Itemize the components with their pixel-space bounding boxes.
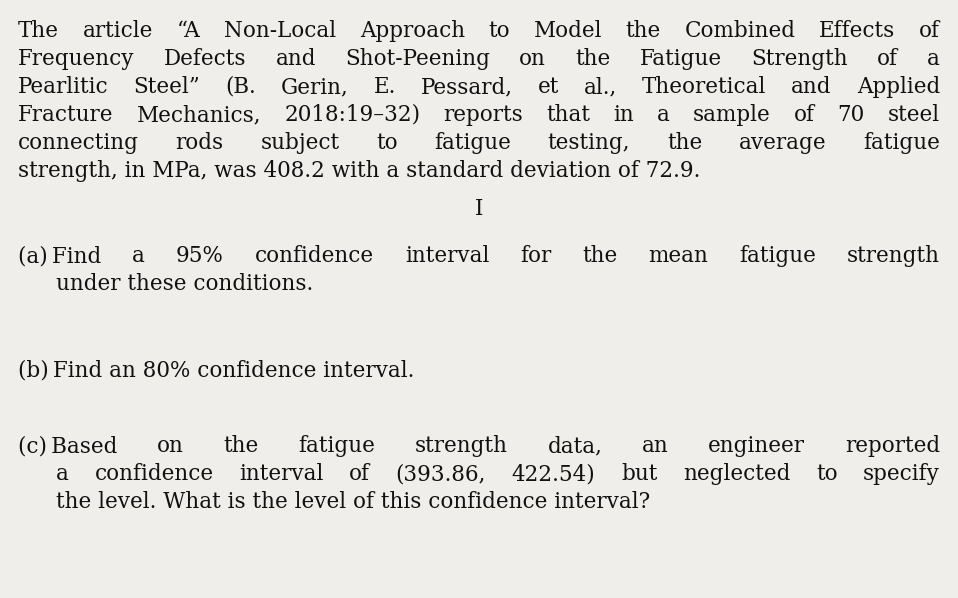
- Text: to: to: [816, 463, 837, 485]
- Text: steel: steel: [888, 104, 940, 126]
- Text: (393.86,: (393.86,: [396, 463, 486, 485]
- Text: (b) Find an 80% confidence interval.: (b) Find an 80% confidence interval.: [18, 360, 415, 382]
- Text: strength: strength: [415, 435, 508, 457]
- Text: neglected: neglected: [683, 463, 790, 485]
- Text: (c) Based: (c) Based: [18, 435, 118, 457]
- Text: sample: sample: [693, 104, 770, 126]
- Text: “A: “A: [176, 20, 200, 42]
- Text: mean: mean: [649, 245, 708, 267]
- Text: reported: reported: [845, 435, 940, 457]
- Text: (a) Find: (a) Find: [18, 245, 102, 267]
- Text: 422.54): 422.54): [512, 463, 596, 485]
- Text: the: the: [667, 132, 702, 154]
- Text: confidence: confidence: [255, 245, 374, 267]
- Text: interval: interval: [405, 245, 490, 267]
- Text: 2018:19–32): 2018:19–32): [285, 104, 421, 126]
- Text: a: a: [132, 245, 145, 267]
- Text: Frequency: Frequency: [18, 48, 134, 70]
- Text: Effects: Effects: [819, 20, 896, 42]
- Text: Applied: Applied: [856, 76, 940, 98]
- Text: of: of: [877, 48, 898, 70]
- Text: a: a: [657, 104, 670, 126]
- Text: for: for: [520, 245, 552, 267]
- Text: on: on: [157, 435, 184, 457]
- Text: rods: rods: [175, 132, 224, 154]
- Text: of: of: [793, 104, 814, 126]
- Text: al.,: al.,: [584, 76, 617, 98]
- Text: The: The: [18, 20, 59, 42]
- Text: fatigue: fatigue: [298, 435, 376, 457]
- Text: to: to: [489, 20, 510, 42]
- Text: 70: 70: [837, 104, 865, 126]
- Text: confidence: confidence: [95, 463, 214, 485]
- Text: the: the: [582, 245, 618, 267]
- Text: under these conditions.: under these conditions.: [56, 273, 313, 295]
- Text: engineer: engineer: [708, 435, 806, 457]
- Text: fatigue: fatigue: [434, 132, 512, 154]
- Text: to: to: [376, 132, 398, 154]
- Text: et: et: [537, 76, 559, 98]
- Text: Strength: Strength: [751, 48, 848, 70]
- Text: the: the: [576, 48, 610, 70]
- Text: Defects: Defects: [164, 48, 246, 70]
- Text: data,: data,: [547, 435, 603, 457]
- Text: Approach: Approach: [359, 20, 465, 42]
- Text: a: a: [56, 463, 69, 485]
- Text: Mechanics,: Mechanics,: [137, 104, 261, 126]
- Text: Non-Local: Non-Local: [224, 20, 336, 42]
- Text: of: of: [919, 20, 940, 42]
- Text: and: and: [791, 76, 832, 98]
- Text: Combined: Combined: [685, 20, 795, 42]
- Text: 95%: 95%: [176, 245, 224, 267]
- Text: Gerin,: Gerin,: [281, 76, 349, 98]
- Text: strength, in MPa, was 408.2 with a standard deviation of 72.9.: strength, in MPa, was 408.2 with a stand…: [18, 160, 700, 182]
- Text: Theoretical: Theoretical: [642, 76, 766, 98]
- Text: E.: E.: [374, 76, 396, 98]
- Text: the: the: [223, 435, 259, 457]
- Text: interval: interval: [240, 463, 324, 485]
- Text: that: that: [546, 104, 590, 126]
- Text: Fatigue: Fatigue: [640, 48, 722, 70]
- Text: I: I: [475, 198, 483, 220]
- Text: Shot-Peening: Shot-Peening: [345, 48, 490, 70]
- Text: strength: strength: [847, 245, 940, 267]
- Text: (B.: (B.: [225, 76, 256, 98]
- Text: connecting: connecting: [18, 132, 139, 154]
- Text: reports: reports: [444, 104, 523, 126]
- Text: an: an: [642, 435, 669, 457]
- Text: Pearlitic: Pearlitic: [18, 76, 108, 98]
- Text: the: the: [626, 20, 661, 42]
- Text: in: in: [613, 104, 634, 126]
- Text: fatigue: fatigue: [863, 132, 940, 154]
- Text: of: of: [349, 463, 370, 485]
- Text: average: average: [739, 132, 827, 154]
- Text: the level. What is the level of this confidence interval?: the level. What is the level of this con…: [56, 491, 650, 513]
- Text: Pessard,: Pessard,: [421, 76, 513, 98]
- Text: Steel”: Steel”: [133, 76, 200, 98]
- Text: article: article: [82, 20, 153, 42]
- Text: fatigue: fatigue: [740, 245, 816, 267]
- Text: specify: specify: [863, 463, 940, 485]
- Text: subject: subject: [261, 132, 339, 154]
- Text: and: and: [275, 48, 316, 70]
- Text: Model: Model: [534, 20, 602, 42]
- Text: on: on: [519, 48, 546, 70]
- Text: testing,: testing,: [548, 132, 630, 154]
- Text: a: a: [927, 48, 940, 70]
- Text: but: but: [621, 463, 657, 485]
- Text: Fracture: Fracture: [18, 104, 113, 126]
